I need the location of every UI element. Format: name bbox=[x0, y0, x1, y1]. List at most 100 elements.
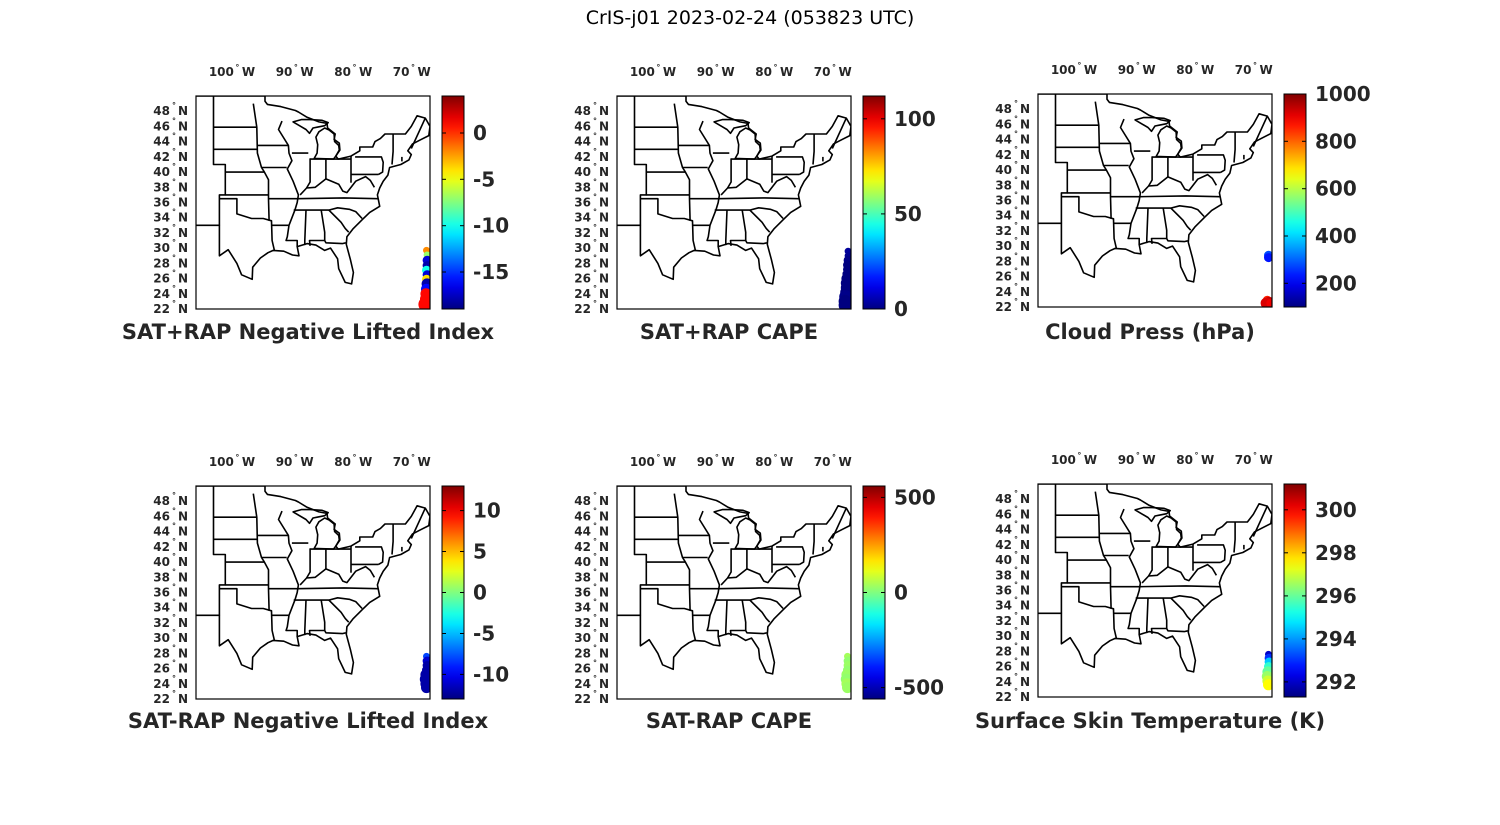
state-boundary bbox=[1170, 207, 1192, 231]
colorbar-tick-label: 296 bbox=[1315, 584, 1357, 608]
panel-surface-skin-temperature: 100 ° W 90 ° W 80 ° W 70 ° W 48 ° N 46 ° N 44 ° N 42 ° N 40 ° N 38 °… bbox=[942, 448, 1422, 808]
lat-hemisphere-label: N bbox=[1020, 148, 1030, 162]
data-points bbox=[419, 652, 430, 694]
state-boundary bbox=[297, 197, 378, 200]
lat-tick-label: 46 bbox=[574, 119, 591, 133]
lat-tick-label: 22 bbox=[574, 302, 591, 316]
data-point bbox=[1266, 298, 1272, 307]
lat-tick-label: 24 bbox=[574, 677, 591, 691]
lat-tick-label: 24 bbox=[153, 677, 170, 691]
state-boundary bbox=[673, 493, 691, 611]
lon-hemisphere-label: W bbox=[721, 65, 734, 79]
michigan-lower-peninsula bbox=[1155, 515, 1183, 548]
lat-hemisphere-label: N bbox=[178, 570, 188, 584]
lat-hemisphere-label: N bbox=[178, 302, 188, 316]
colorbar-tick-label: 298 bbox=[1315, 541, 1357, 565]
lat-hemisphere-label: N bbox=[599, 272, 609, 286]
lat-hemisphere-label: N bbox=[178, 119, 188, 133]
state-boundary bbox=[1135, 595, 1205, 608]
lon-tick-label: 70 bbox=[393, 65, 410, 79]
lat-hemisphere-label: N bbox=[178, 631, 188, 645]
colorbar-tick-label: 0 bbox=[894, 297, 908, 321]
lat-tick-label: 44 bbox=[574, 525, 591, 539]
state-boundary bbox=[776, 156, 805, 176]
lat-tick-label: 38 bbox=[153, 570, 170, 584]
colorbar-tick-label: 500 bbox=[894, 485, 936, 509]
lon-hemisphere-label: W bbox=[418, 65, 431, 79]
lat-hemisphere-label: N bbox=[178, 241, 188, 255]
lat-hemisphere-label: N bbox=[1020, 584, 1030, 598]
colorbar-tick-label: 100 bbox=[894, 107, 936, 131]
lat-hemisphere-label: N bbox=[599, 104, 609, 118]
michigan-lower-peninsula bbox=[313, 517, 341, 550]
lon-tick-label: 80 bbox=[755, 65, 772, 79]
degree-symbol: ° bbox=[172, 132, 176, 141]
degree-symbol: ° bbox=[715, 453, 719, 462]
lat-hemisphere-label: N bbox=[1020, 507, 1030, 521]
lat-hemisphere-label: N bbox=[1020, 194, 1030, 208]
lon-tick-label: 100 bbox=[630, 65, 655, 79]
degree-symbol: ° bbox=[172, 193, 176, 202]
lon-tick-label: 80 bbox=[334, 65, 351, 79]
degree-symbol: ° bbox=[593, 659, 597, 668]
state-boundary bbox=[1150, 597, 1168, 634]
lon-hemisphere-label: W bbox=[359, 455, 372, 469]
degree-symbol: ° bbox=[593, 253, 597, 262]
map-background bbox=[1038, 94, 1272, 307]
colorbar-tick-label: 800 bbox=[1315, 129, 1357, 153]
lat-hemisphere-label: N bbox=[178, 525, 188, 539]
degree-symbol: ° bbox=[593, 628, 597, 637]
degree-symbol: ° bbox=[1014, 206, 1018, 215]
lat-tick-label: 44 bbox=[153, 525, 170, 539]
state-boundary bbox=[1139, 585, 1220, 588]
state-boundary bbox=[749, 209, 771, 233]
degree-symbol: ° bbox=[593, 299, 597, 308]
lat-tick-label: 40 bbox=[574, 555, 591, 569]
state-boundary bbox=[328, 209, 350, 233]
degree-symbol: ° bbox=[1014, 520, 1018, 529]
state-boundary bbox=[293, 597, 363, 610]
degree-symbol: ° bbox=[1014, 687, 1018, 696]
lat-hemisphere-label: N bbox=[1020, 178, 1030, 192]
colorbar-tick-label: -500 bbox=[894, 676, 944, 700]
lat-hemisphere-label: N bbox=[599, 226, 609, 240]
lon-hemisphere-label: W bbox=[359, 65, 372, 79]
lon-tick-label: 70 bbox=[1235, 63, 1252, 77]
lat-hemisphere-label: N bbox=[178, 601, 188, 615]
lat-tick-label: 48 bbox=[574, 104, 591, 118]
state-boundary bbox=[831, 117, 848, 149]
degree-symbol: ° bbox=[593, 689, 597, 698]
degree-symbol: ° bbox=[593, 177, 597, 186]
degree-symbol: ° bbox=[593, 522, 597, 531]
lat-hemisphere-label: N bbox=[178, 555, 188, 569]
lon-hemisphere-label: W bbox=[839, 455, 852, 469]
lat-tick-label: 24 bbox=[995, 675, 1012, 689]
lat-hemisphere-label: N bbox=[178, 226, 188, 240]
degree-symbol: ° bbox=[593, 583, 597, 592]
state-boundary bbox=[355, 546, 384, 566]
lat-hemisphere-label: N bbox=[178, 180, 188, 194]
degree-symbol: ° bbox=[593, 223, 597, 232]
lat-hemisphere-label: N bbox=[1020, 629, 1030, 643]
lon-tick-label: 100 bbox=[630, 455, 655, 469]
lat-tick-label: 26 bbox=[574, 662, 591, 676]
lat-tick-label: 48 bbox=[995, 102, 1012, 116]
degree-symbol: ° bbox=[593, 162, 597, 171]
michigan-lower-peninsula bbox=[1155, 125, 1183, 158]
state-boundary bbox=[355, 156, 384, 176]
degree-symbol: ° bbox=[1014, 114, 1018, 123]
panel-caption: Surface Skin Temperature (K) bbox=[974, 709, 1326, 733]
colorbar-tick-label: 50 bbox=[894, 202, 922, 226]
panel-caption: SAT-RAP Negative Lifted Index bbox=[127, 709, 489, 733]
lat-tick-label: 34 bbox=[574, 211, 591, 225]
map-svg: 100 ° W 90 ° W 80 ° W 70 ° W48 ° N46 ° N44 ° N42 ° N40 ° N38 °… bbox=[153, 63, 509, 316]
state-boundary bbox=[720, 565, 797, 586]
degree-symbol: ° bbox=[172, 116, 176, 125]
degree-symbol: ° bbox=[1014, 221, 1018, 230]
colorbar-tick-label: -15 bbox=[473, 260, 509, 284]
lat-hemisphere-label: N bbox=[1020, 599, 1030, 613]
lat-tick-label: 26 bbox=[995, 270, 1012, 284]
lat-hemisphere-label: N bbox=[599, 555, 609, 569]
lat-tick-label: 42 bbox=[995, 148, 1012, 162]
map-background bbox=[617, 486, 851, 699]
